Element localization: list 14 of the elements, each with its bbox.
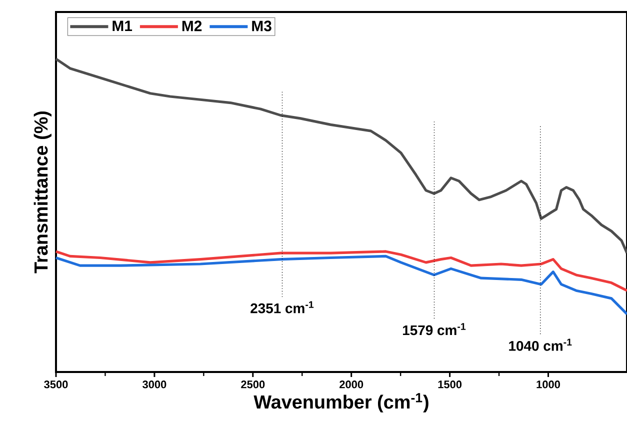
legend-label: M3 bbox=[252, 20, 272, 32]
ref-line-label: 2351 cm$^{-1}$ bbox=[250, 301, 314, 314]
y-axis-title: Transmittance (%) bbox=[34, 111, 52, 274]
x-tick-label: 2500 bbox=[241, 380, 265, 388]
x-tick-label: 3000 bbox=[142, 380, 166, 388]
x-tick-label: 1500 bbox=[438, 380, 462, 388]
legend-label: M2 bbox=[182, 20, 202, 32]
ref-line-label: 1040 cm$^{-1}$ bbox=[509, 338, 572, 351]
x-tick-label: 2000 bbox=[340, 380, 364, 388]
ref-line-label: 1579 cm$^{-1}$ bbox=[402, 323, 466, 336]
legend-label: M1 bbox=[112, 20, 132, 32]
x-tick-label: 3500 bbox=[44, 380, 68, 388]
x-tick-label: 1000 bbox=[536, 380, 560, 388]
x-axis-title: Wavenumber (cm$^{-1}$) bbox=[254, 393, 428, 412]
